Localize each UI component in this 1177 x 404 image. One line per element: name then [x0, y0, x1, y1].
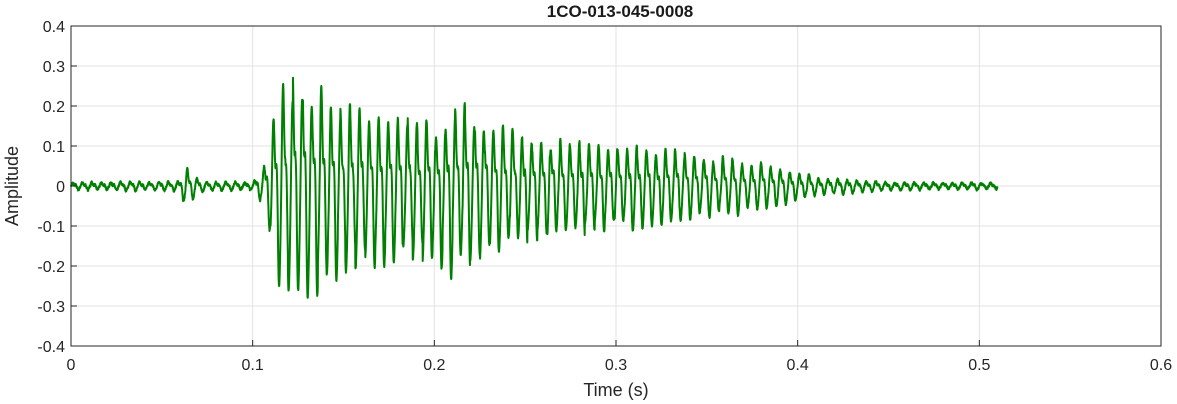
- x-tick-label: 0.2: [423, 357, 445, 374]
- plot-area: [70, 76, 999, 299]
- x-tick-label: 0: [67, 357, 76, 374]
- y-tick-label: -0.2: [37, 259, 65, 276]
- x-axis: 0 0.1 0.2 0.3 0.4 0.5 0.6: [67, 340, 1172, 374]
- x-tick-label: 0.1: [242, 357, 264, 374]
- y-tick-label: -0.4: [37, 339, 65, 356]
- x-tick-label: 0.4: [787, 357, 809, 374]
- y-tick-label: -0.1: [37, 219, 65, 236]
- y-tick-label: 0.1: [43, 139, 65, 156]
- y-tick-label: 0.2: [43, 99, 65, 116]
- y-axis-label: Amplitude: [2, 146, 22, 226]
- chart-title: 1CO-013-045-0008: [547, 2, 693, 21]
- y-tick-label: 0: [56, 179, 65, 196]
- y-tick-label: 0.3: [43, 59, 65, 76]
- x-axis-label: Time (s): [583, 380, 648, 400]
- y-tick-label: -0.3: [37, 299, 65, 316]
- y-axis: -0.4 -0.3 -0.2 -0.1 0 0.1 0.2 0.3 0.4: [37, 19, 77, 356]
- y-tick-label: 0.4: [43, 19, 65, 36]
- waveform-series-line: [70, 76, 999, 299]
- x-tick-label: 0.3: [605, 357, 627, 374]
- x-tick-label: 0.5: [968, 357, 990, 374]
- x-tick-label: 0.6: [1150, 357, 1172, 374]
